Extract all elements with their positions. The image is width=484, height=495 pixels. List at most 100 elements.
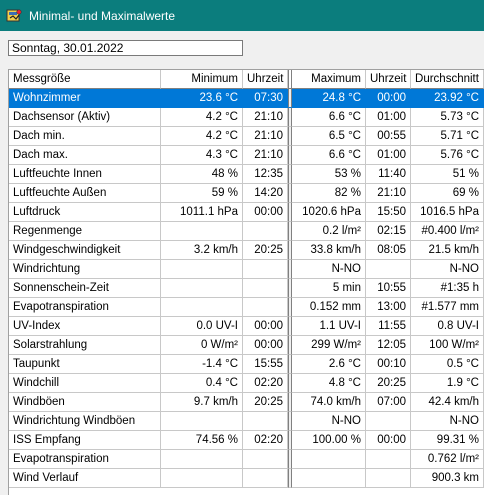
values-table[interactable]: Messgröße Minimum Uhrzeit Maximum Uhrzei… bbox=[8, 69, 484, 495]
table-header: Messgröße Minimum Uhrzeit Maximum Uhrzei… bbox=[9, 70, 484, 89]
cell-minimum: 4.2 °C bbox=[161, 127, 243, 146]
cell-min-time bbox=[243, 298, 288, 317]
cell-min-time: 15:55 bbox=[243, 355, 288, 374]
cell-name: Windrichtung bbox=[9, 260, 161, 279]
cell-minimum: 48 % bbox=[161, 165, 243, 184]
table-row[interactable]: Dach min. 4.2 °C 21:10 6.5 °C 00:55 5.71 °C bbox=[9, 127, 484, 146]
table-row[interactable]: Windrichtung Windböen N-NO N-NO bbox=[9, 412, 484, 431]
table-row[interactable]: Luftfeuchte Innen 48 % 12:35 53 % 11:40 51 % bbox=[9, 165, 484, 184]
cell-average: 23.92 °C bbox=[411, 89, 484, 108]
cell-name: Wind Verlauf bbox=[9, 469, 161, 488]
cell-average: #1.577 mm bbox=[411, 298, 484, 317]
table-row[interactable]: Evapotranspiration 0.762 l/m² bbox=[9, 450, 484, 469]
cell-min-time bbox=[243, 222, 288, 241]
column-separator bbox=[288, 260, 292, 279]
cell-max-time: 11:40 bbox=[366, 165, 411, 184]
table-row[interactable]: Luftdruck 1011.1 hPa 00:00 1020.6 hPa 15:50 1… bbox=[9, 203, 484, 222]
cell-maximum: 33.8 km/h bbox=[292, 241, 366, 260]
column-separator bbox=[288, 203, 292, 222]
table-row[interactable]: Wind Verlauf 900.3 km bbox=[9, 469, 484, 488]
cell-maximum: 299 W/m² bbox=[292, 336, 366, 355]
cell-average: #1:35 h bbox=[411, 279, 484, 298]
table-row[interactable]: Windböen 9.7 km/h 20:25 74.0 km/h 07:00 42.4 … bbox=[9, 393, 484, 412]
cell-min-time: 21:10 bbox=[243, 127, 288, 146]
column-separator bbox=[288, 89, 292, 108]
cell-maximum: 2.6 °C bbox=[292, 355, 366, 374]
column-separator bbox=[288, 469, 292, 488]
cell-average: 1.9 °C bbox=[411, 374, 484, 393]
cell-max-time: 00:55 bbox=[366, 127, 411, 146]
table-row[interactable]: Evapotranspiration 0.152 mm 13:00 #1.577 mm bbox=[9, 298, 484, 317]
table-row[interactable]: ISS Empfang 74.56 % 02:20 100.00 % 00:00 99.3… bbox=[9, 431, 484, 450]
table-row[interactable]: Luftfeuchte Außen 59 % 14:20 82 % 21:10 69 % bbox=[9, 184, 484, 203]
column-header-max-time[interactable]: Uhrzeit bbox=[366, 70, 411, 89]
cell-average: N-NO bbox=[411, 260, 484, 279]
cell-maximum: 6.5 °C bbox=[292, 127, 366, 146]
cell-name: Evapotranspiration bbox=[9, 298, 161, 317]
cell-maximum: N-NO bbox=[292, 412, 366, 431]
table-row[interactable]: Windrichtung N-NO N-NO bbox=[9, 260, 484, 279]
table-row[interactable]: Windchill 0.4 °C 02:20 4.8 °C 20:25 1.9 °C bbox=[9, 374, 484, 393]
cell-average: 0.762 l/m² bbox=[411, 450, 484, 469]
table-row[interactable]: Taupunkt -1.4 °C 15:55 2.6 °C 00:10 0.5 °C bbox=[9, 355, 484, 374]
cell-name: Luftfeuchte Außen bbox=[9, 184, 161, 203]
cell-average: #0.400 l/m² bbox=[411, 222, 484, 241]
cell-min-time: 00:00 bbox=[243, 317, 288, 336]
column-separator bbox=[288, 450, 292, 469]
table-row[interactable]: UV-Index 0.0 UV-I 00:00 1.1 UV-I 11:55 0.8 UV… bbox=[9, 317, 484, 336]
column-separator bbox=[288, 298, 292, 317]
cell-max-time: 00:10 bbox=[366, 355, 411, 374]
table-row[interactable]: Dachsensor (Aktiv) 4.2 °C 21:10 6.6 °C 01:00… bbox=[9, 108, 484, 127]
cell-average: 5.76 °C bbox=[411, 146, 484, 165]
cell-average: 0.8 UV-I bbox=[411, 317, 484, 336]
table-row[interactable]: Wohnzimmer 23.6 °C 07:30 24.8 °C 00:00 23.92 … bbox=[9, 89, 484, 108]
cell-minimum: 0.0 UV-I bbox=[161, 317, 243, 336]
column-header-messgroesse[interactable]: Messgröße bbox=[9, 70, 161, 89]
cell-average: 51 % bbox=[411, 165, 484, 184]
column-separator bbox=[288, 393, 292, 412]
date-field[interactable]: Sonntag, 30.01.2022 bbox=[8, 40, 243, 56]
cell-maximum: 0.2 l/m² bbox=[292, 222, 366, 241]
cell-name: Taupunkt bbox=[9, 355, 161, 374]
cell-min-time: 20:25 bbox=[243, 241, 288, 260]
cell-min-time bbox=[243, 469, 288, 488]
table-row[interactable]: Sonnenschein-Zeit 5 min 10:55 #1:35 h bbox=[9, 279, 484, 298]
cell-name: UV-Index bbox=[9, 317, 161, 336]
cell-name: Dach max. bbox=[9, 146, 161, 165]
column-separator bbox=[288, 317, 292, 336]
cell-min-time: 14:20 bbox=[243, 184, 288, 203]
column-separator bbox=[288, 355, 292, 374]
cell-name: Windböen bbox=[9, 393, 161, 412]
cell-max-time bbox=[366, 450, 411, 469]
cell-min-time: 21:10 bbox=[243, 108, 288, 127]
cell-maximum: N-NO bbox=[292, 260, 366, 279]
column-header-min-time[interactable]: Uhrzeit bbox=[243, 70, 288, 89]
cell-max-time: 00:00 bbox=[366, 89, 411, 108]
cell-name: ISS Empfang bbox=[9, 431, 161, 450]
cell-maximum: 4.8 °C bbox=[292, 374, 366, 393]
cell-name: Luftdruck bbox=[9, 203, 161, 222]
column-separator bbox=[288, 146, 292, 165]
table-row[interactable]: Regenmenge 0.2 l/m² 02:15 #0.400 l/m² bbox=[9, 222, 484, 241]
cell-minimum: 74.56 % bbox=[161, 431, 243, 450]
cell-minimum: 59 % bbox=[161, 184, 243, 203]
table-row[interactable]: Dach max. 4.3 °C 21:10 6.6 °C 01:00 5.76 °C bbox=[9, 146, 484, 165]
cell-average: 5.71 °C bbox=[411, 127, 484, 146]
cell-name: Evapotranspiration bbox=[9, 450, 161, 469]
table-row[interactable]: Solarstrahlung 0 W/m² 00:00 299 W/m² 12:05 10… bbox=[9, 336, 484, 355]
cell-max-time: 20:25 bbox=[366, 374, 411, 393]
cell-min-time: 02:20 bbox=[243, 374, 288, 393]
table-row[interactable]: Windgeschwindigkeit 3.2 km/h 20:25 33.8 km/… bbox=[9, 241, 484, 260]
cell-minimum: 3.2 km/h bbox=[161, 241, 243, 260]
cell-min-time: 20:25 bbox=[243, 393, 288, 412]
cell-average: N-NO bbox=[411, 412, 484, 431]
column-separator bbox=[288, 70, 292, 89]
column-header-maximum[interactable]: Maximum bbox=[292, 70, 366, 89]
cell-name: Dachsensor (Aktiv) bbox=[9, 108, 161, 127]
column-header-average[interactable]: Durchschnitt bbox=[411, 70, 484, 89]
column-separator bbox=[288, 222, 292, 241]
column-header-minimum[interactable]: Minimum bbox=[161, 70, 243, 89]
cell-average: 900.3 km bbox=[411, 469, 484, 488]
cell-min-time: 21:10 bbox=[243, 146, 288, 165]
cell-minimum: 23.6 °C bbox=[161, 89, 243, 108]
